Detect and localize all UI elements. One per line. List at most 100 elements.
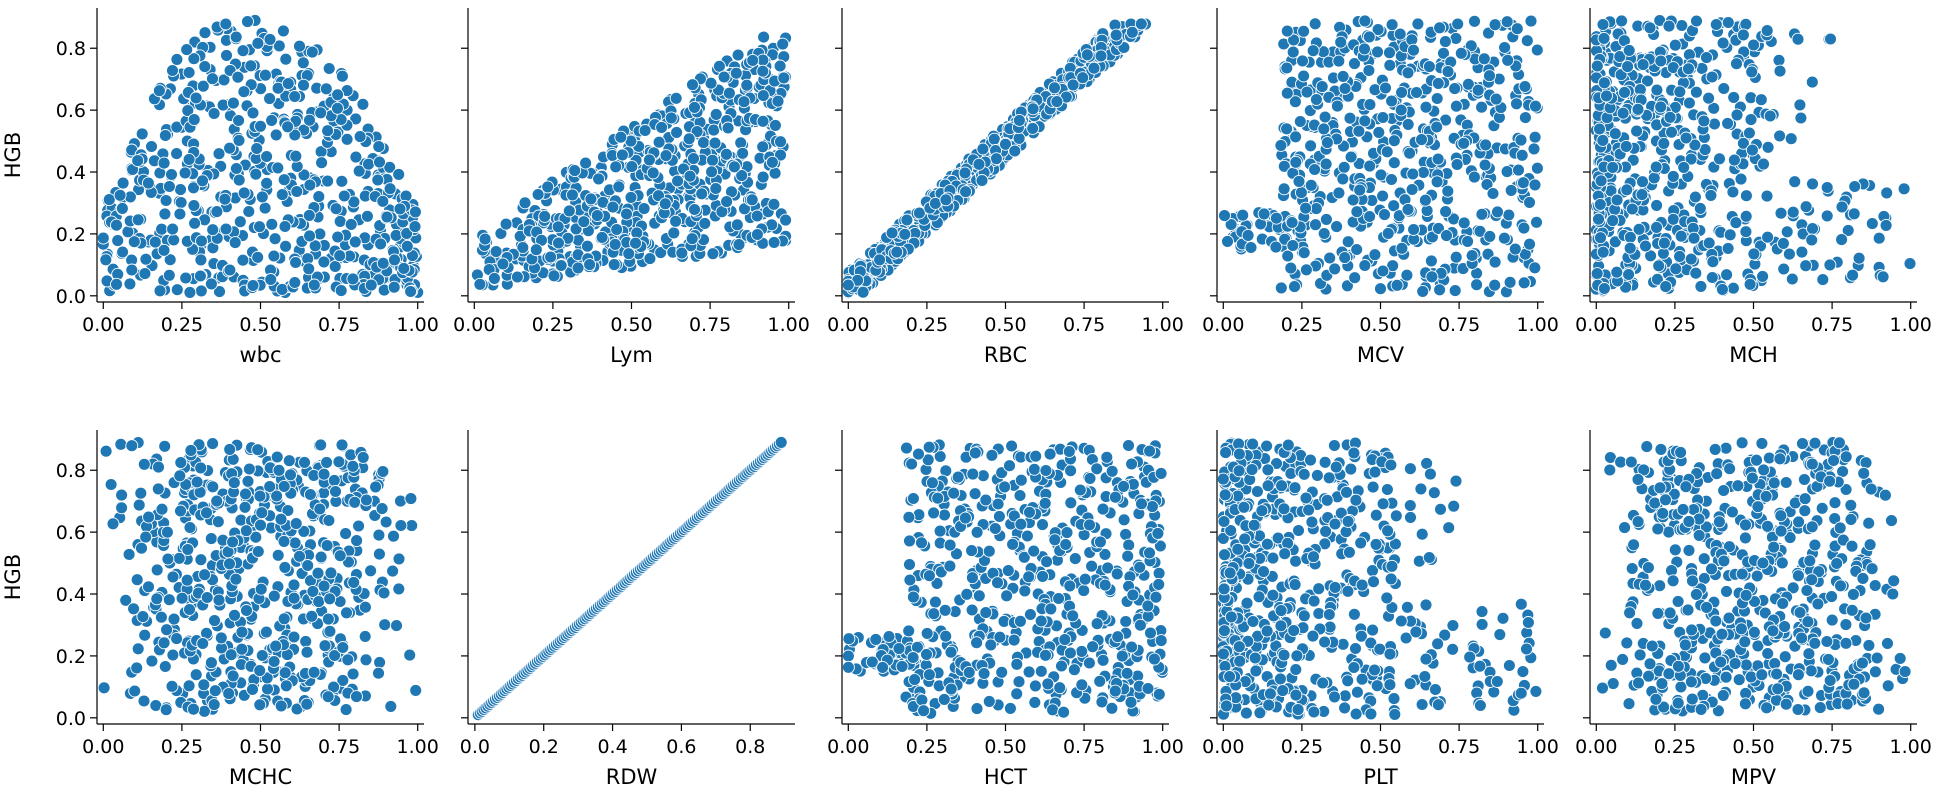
data-point <box>1739 189 1753 203</box>
data-point <box>1415 133 1428 147</box>
data-point <box>1332 54 1346 68</box>
data-point <box>249 167 263 181</box>
data-point <box>1596 245 1610 259</box>
data-point <box>322 514 336 527</box>
data-point <box>1823 258 1837 272</box>
data-point <box>1475 605 1489 619</box>
data-point <box>1514 133 1528 147</box>
data-point <box>1621 60 1635 74</box>
data-point <box>1299 491 1313 505</box>
data-point <box>1296 54 1309 68</box>
data-point <box>335 174 349 188</box>
data-point <box>276 24 290 38</box>
data-point <box>1348 271 1362 285</box>
data-point <box>1110 567 1124 581</box>
data-point <box>1747 38 1761 52</box>
data-point <box>1620 183 1634 197</box>
data-point <box>1419 100 1433 114</box>
data-point <box>577 215 591 229</box>
data-point <box>1121 549 1135 563</box>
data-point <box>1742 126 1756 140</box>
data-point <box>350 534 364 548</box>
data-point <box>1368 248 1382 262</box>
data-point <box>1330 99 1344 113</box>
data-point <box>356 450 370 464</box>
data-point <box>959 185 973 199</box>
data-point <box>960 587 974 601</box>
data-point <box>1277 182 1291 196</box>
data-point <box>239 487 252 501</box>
data-point <box>352 519 366 533</box>
data-point <box>1419 652 1433 666</box>
data-point <box>1879 218 1893 232</box>
data-point <box>970 525 984 539</box>
data-point <box>1048 533 1062 547</box>
data-point <box>869 632 883 646</box>
data-point <box>254 518 267 532</box>
data-point <box>965 544 979 558</box>
x-tick-label: 0.50 <box>984 736 1026 758</box>
data-point <box>958 511 972 525</box>
data-point <box>756 140 770 154</box>
data-point <box>228 236 242 250</box>
data-point <box>1120 666 1134 680</box>
data-point <box>1022 570 1036 584</box>
data-point <box>1350 205 1364 219</box>
data-point <box>329 202 343 216</box>
data-point <box>331 230 345 244</box>
data-point <box>1105 464 1119 478</box>
data-point <box>937 692 951 706</box>
data-point <box>313 502 327 516</box>
data-point <box>1403 146 1417 160</box>
data-point <box>737 95 751 109</box>
data-point <box>1026 102 1040 116</box>
data-point <box>178 166 192 180</box>
x-tick-label: 0.25 <box>906 736 948 758</box>
data-point <box>729 66 743 80</box>
data-point <box>229 162 243 175</box>
data-point <box>182 66 196 79</box>
data-point <box>1501 53 1515 67</box>
data-point <box>1761 140 1775 154</box>
data-point <box>529 243 543 257</box>
data-point <box>1400 268 1414 282</box>
data-point <box>1721 16 1735 29</box>
data-point <box>976 469 990 483</box>
data-point <box>1367 575 1380 589</box>
x-tick-label: 0.25 <box>906 314 948 336</box>
x-tick-label: 0.25 <box>532 314 574 336</box>
data-point <box>925 476 939 490</box>
data-point <box>335 69 349 83</box>
data-point <box>1517 276 1531 290</box>
data-point <box>1500 165 1514 179</box>
data-point <box>707 123 721 137</box>
data-point <box>317 486 331 500</box>
data-point <box>166 648 180 662</box>
data-point <box>1111 630 1125 644</box>
data-point <box>1705 70 1719 84</box>
data-point <box>777 71 791 85</box>
data-point <box>1739 17 1753 31</box>
data-point <box>223 442 237 456</box>
data-point <box>219 222 233 236</box>
data-point <box>1470 278 1484 292</box>
data-point <box>183 521 197 534</box>
data-point <box>179 271 193 285</box>
data-point <box>1730 57 1743 71</box>
data-point <box>1679 131 1693 145</box>
data-point <box>1108 490 1122 504</box>
data-point <box>1087 61 1101 75</box>
y-tick-label: 0.8 <box>56 460 86 482</box>
data-point <box>303 178 317 192</box>
data-point <box>767 235 781 249</box>
data-point <box>152 460 165 474</box>
data-point <box>544 250 558 264</box>
data-point <box>706 247 720 261</box>
data-point <box>113 188 127 202</box>
data-point <box>358 629 372 643</box>
data-point <box>115 201 129 215</box>
data-point <box>123 277 137 291</box>
data-point <box>1530 161 1544 175</box>
data-point <box>175 591 189 605</box>
